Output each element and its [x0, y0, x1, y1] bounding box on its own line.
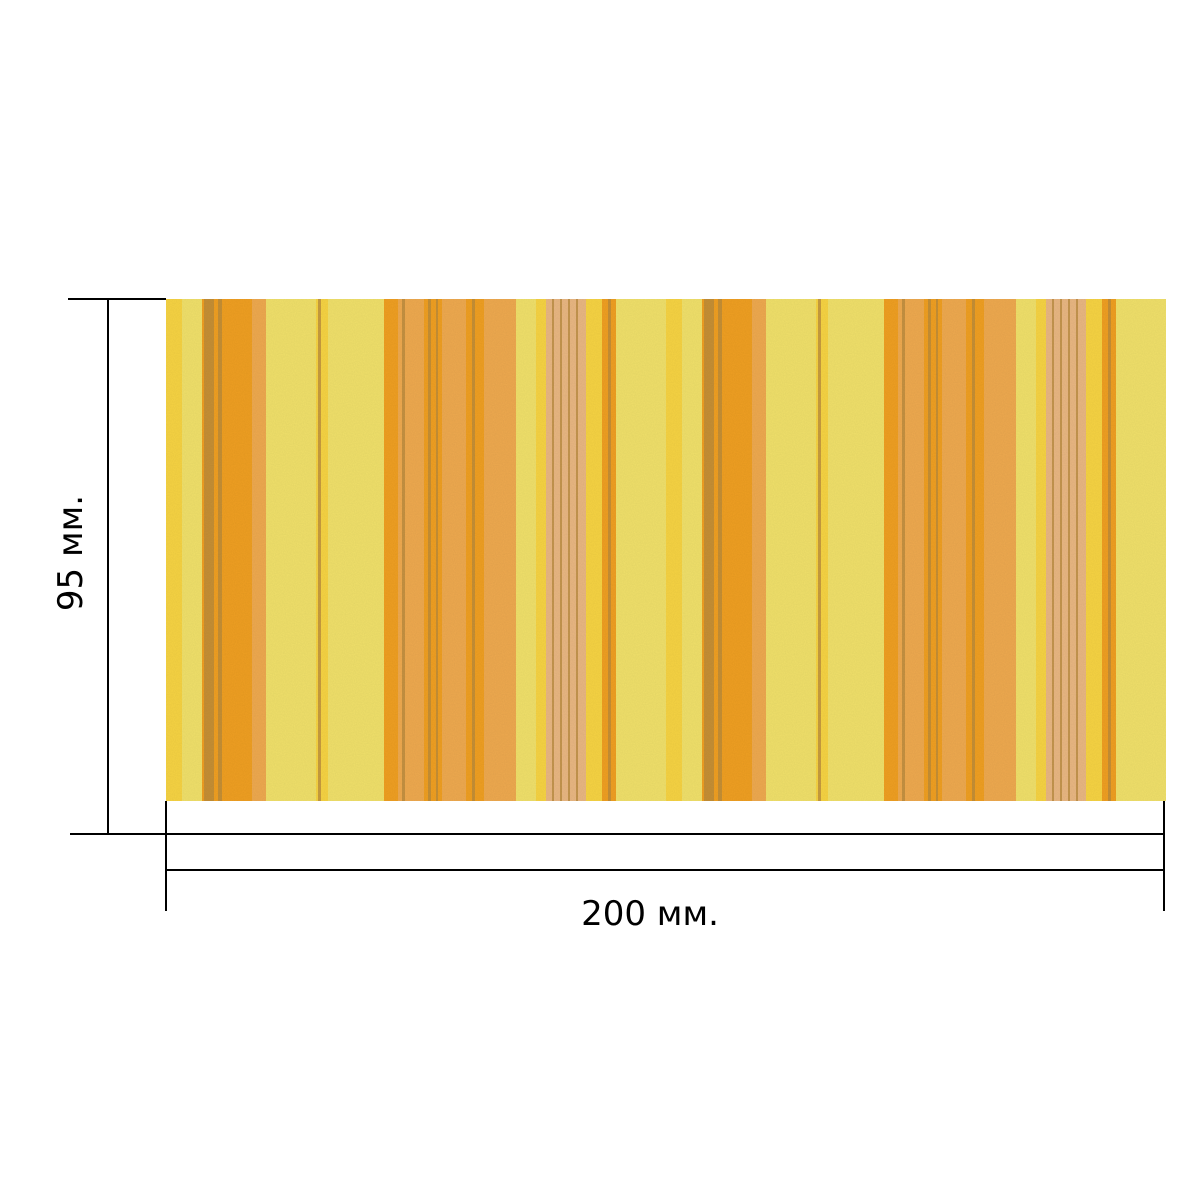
height-dimension [68, 298, 166, 835]
paper-texture [166, 299, 1166, 801]
width-dimension [165, 801, 1165, 911]
striped-paper-sample [166, 299, 1166, 801]
height-label: 95 мм. [51, 495, 91, 611]
width-label: 200 мм. [581, 894, 719, 934]
